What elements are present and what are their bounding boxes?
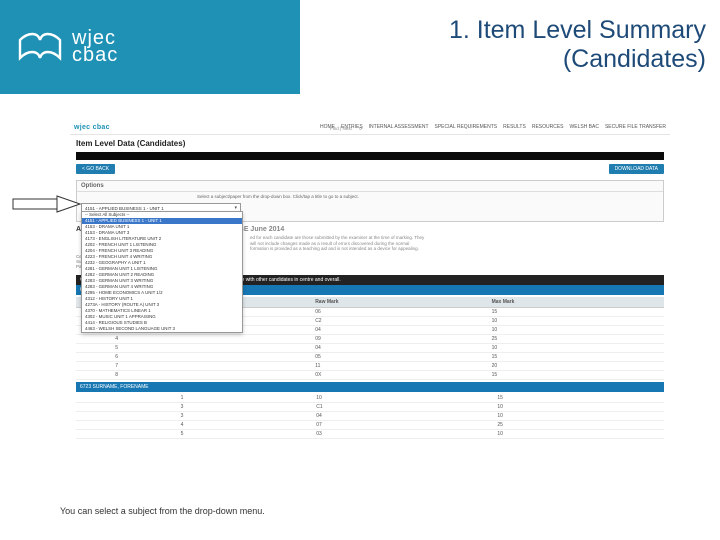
subject-select-value: 4151 - APPLIED BUSINESS 1 - UNIT 1 [85, 206, 164, 211]
table-cell: 05 [311, 352, 487, 361]
table-row: 30410 [76, 411, 664, 420]
nav-item[interactable]: SPECIAL REQUIREMENTS [435, 124, 498, 130]
options-header: Options [77, 181, 663, 192]
slide-title-line2: (Candidates) [449, 45, 706, 74]
nav-item[interactable]: INTERNAL ASSESSMENT [369, 124, 429, 130]
subject-select-list[interactable]: -- Select All Subjects --4151 - APPLIED … [81, 211, 243, 333]
table-cell: 10 [493, 402, 664, 411]
table-row: 71120 [76, 361, 664, 370]
logo-text-bottom: cbac [72, 47, 118, 64]
table-cell: 04 [311, 343, 487, 352]
book-icon [18, 30, 62, 64]
nav-item[interactable]: SECURE FILE TRANSFER [605, 124, 666, 130]
logo-text: wjec cbac [72, 30, 118, 64]
table-cell [76, 370, 111, 379]
pager-find[interactable]: Find [330, 126, 339, 131]
nav-menu: HOMEENTRIESINTERNAL ASSESSMENTSPECIAL RE… [320, 124, 666, 130]
action-row: < GO BACK DOWNLOAD DATA [70, 160, 670, 178]
marks-table-2: 110153C110304104072550310 [76, 394, 664, 439]
footer-caption: You can select a subject from the drop-d… [60, 506, 265, 516]
refresh-icon[interactable]: ⟳ [359, 126, 363, 131]
subject-select[interactable]: 4151 - APPLIED BUSINESS 1 - UNIT 1 ▾ -- … [81, 203, 241, 213]
table-cell: 06 [311, 307, 487, 316]
table-cell [76, 402, 177, 411]
table-cell [76, 394, 177, 403]
table-cell: 04 [311, 325, 487, 334]
table-cell [76, 352, 111, 361]
table-cell: 03 [312, 429, 493, 438]
table-cell: 15 [488, 352, 664, 361]
candidate-row-2[interactable]: 6723 SURNAME, FORENAME [76, 382, 664, 392]
table-cell: 5 [111, 343, 311, 352]
table-cell: C1 [312, 402, 493, 411]
slide-title-line1: 1. Item Level Summary [449, 16, 706, 45]
table-cell: 10 [488, 325, 664, 334]
table-cell: 6 [111, 352, 311, 361]
table-cell [76, 420, 177, 429]
pager-next[interactable]: Next [342, 126, 351, 131]
table-cell [76, 411, 177, 420]
brand-logo: wjec cbac [18, 30, 118, 64]
table-cell: 10 [488, 343, 664, 352]
table-cell: 10 [493, 429, 664, 438]
table-cell: 15 [493, 394, 664, 403]
table-cell: 1 [177, 394, 313, 403]
col-raw-mark: Raw Mark [311, 297, 487, 308]
table-cell: 10 [312, 394, 493, 403]
page-heading: Item Level Data (Candidates) [70, 135, 670, 152]
table-cell [76, 429, 177, 438]
options-panel: Options Select a subject/paper from the … [76, 180, 664, 222]
download-data-button[interactable]: DOWNLOAD DATA [609, 164, 664, 174]
table-cell: 4 [177, 420, 313, 429]
slide-title: 1. Item Level Summary (Candidates) [449, 16, 706, 74]
slide: wjec cbac 1. Item Level Summary (Candida… [0, 0, 720, 540]
table-cell: 5 [177, 429, 313, 438]
table-cell [76, 334, 111, 343]
mini-logo: wjec cbac [74, 124, 110, 131]
app-header: wjec cbac HOMEENTRIESINTERNAL ASSESSMENT… [70, 120, 670, 135]
table-cell: C2 [311, 316, 487, 325]
header-divider [76, 152, 664, 160]
table-cell: 20 [488, 361, 664, 370]
brand-band: wjec cbac 1. Item Level Summary (Candida… [0, 0, 720, 94]
table-cell: 3 [177, 402, 313, 411]
table-row: 40725 [76, 420, 664, 429]
nav-item[interactable]: WELSH BAC [570, 124, 599, 130]
table-cell: 11 [311, 361, 487, 370]
table-cell: 15 [488, 370, 664, 379]
table-row: 60515 [76, 352, 664, 361]
table-cell: 3 [177, 411, 313, 420]
table-row: 50310 [76, 429, 664, 438]
subject-option[interactable]: 4464 - WELSH SECOND LANGUAGE UNIT 4 [82, 332, 242, 333]
table-cell [76, 361, 111, 370]
table-cell: 10 [493, 411, 664, 420]
callout-arrow-icon [12, 195, 82, 213]
table-cell: 8 [111, 370, 311, 379]
table-cell: 09 [311, 334, 487, 343]
go-back-button[interactable]: < GO BACK [76, 164, 115, 174]
table-row: 11015 [76, 394, 664, 403]
table-row: 80X15 [76, 370, 664, 379]
pager-controls[interactable]: Find | Next ⟳ [330, 126, 363, 132]
table-cell [76, 343, 111, 352]
col-max-mark: Max Mark [488, 297, 664, 308]
table-cell: 7 [111, 361, 311, 370]
table-cell: 0X [311, 370, 487, 379]
title-panel: 1. Item Level Summary (Candidates) [300, 0, 720, 94]
table-cell: 25 [493, 420, 664, 429]
table-row: 3C110 [76, 402, 664, 411]
nav-item[interactable]: RESOURCES [532, 124, 564, 130]
table-cell: 04 [312, 411, 493, 420]
options-help-text: Select a subject/paper from the drop-dow… [77, 192, 663, 201]
table-cell: 07 [312, 420, 493, 429]
table-cell: 15 [488, 307, 664, 316]
table-row: 40925 [76, 334, 664, 343]
table-row: 50410 [76, 343, 664, 352]
nav-item[interactable]: RESULTS [503, 124, 526, 130]
app-screenshot: wjec cbac HOMEENTRIESINTERNAL ASSESSMENT… [70, 120, 670, 460]
table-cell: 4 [111, 334, 311, 343]
table-cell: 10 [488, 316, 664, 325]
table-cell: 25 [488, 334, 664, 343]
